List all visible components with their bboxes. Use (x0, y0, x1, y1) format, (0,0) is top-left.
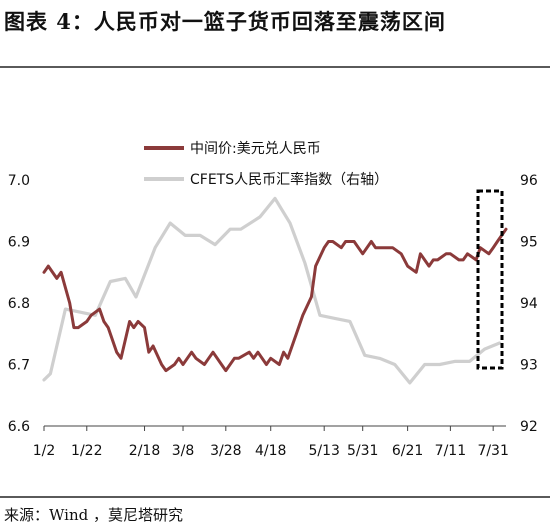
x-tick-label: 3/28 (210, 443, 241, 459)
source-note: 来源：Wind ，莫尼塔研究 (4, 506, 183, 524)
y-left-tick-label: 6.7 (8, 358, 30, 374)
y-left-tick-label: 7.0 (8, 173, 30, 189)
x-tick-label: 7/31 (477, 443, 508, 459)
series-line-cfets (42, 196, 502, 385)
source-divider (0, 496, 550, 498)
x-tick-label: 5/31 (347, 443, 378, 459)
legend-label-midrate: 中间价:美元兑人民币 (190, 141, 321, 157)
series-layer (42, 196, 508, 385)
x-tick-label: 3/8 (172, 443, 195, 459)
y-right-tick-label: 94 (520, 296, 538, 312)
x-tick-label: 4/18 (255, 443, 286, 459)
x-tick-label: 1/2 (33, 443, 56, 459)
y-right-tick-label: 92 (520, 419, 538, 435)
x-tick-label: 7/11 (435, 443, 466, 459)
y-right-tick-label: 96 (520, 173, 538, 189)
chart-title: 图表 4：人民币对一篮子货币回落至震荡区间 (4, 9, 446, 34)
series-line-midrate (42, 227, 508, 373)
x-tick-label: 1/22 (71, 443, 102, 459)
y-left-tick-label: 6.8 (8, 296, 30, 312)
y-left-tick-label: 6.9 (8, 235, 30, 251)
highlight-box (476, 189, 504, 370)
y-right-tick-label: 93 (520, 358, 538, 374)
legend: 中间价:美元兑人民币 CFETS人民币汇率指数（右轴） (144, 141, 388, 188)
y-left-tick-label: 6.6 (8, 419, 30, 435)
x-tick-label: 5/13 (308, 443, 339, 459)
legend-label-cfets: CFETS人民币汇率指数（右轴） (190, 171, 388, 188)
title-divider (0, 66, 550, 68)
y-right-tick-label: 95 (520, 235, 538, 251)
x-tick-label: 6/21 (392, 443, 423, 459)
x-tick-label: 2/18 (129, 443, 160, 459)
axes-layer: 1/2 1/22 2/18 3/8 3/28 4/18 5/13 5/31 6/21 7/11 7/… (8, 173, 538, 459)
